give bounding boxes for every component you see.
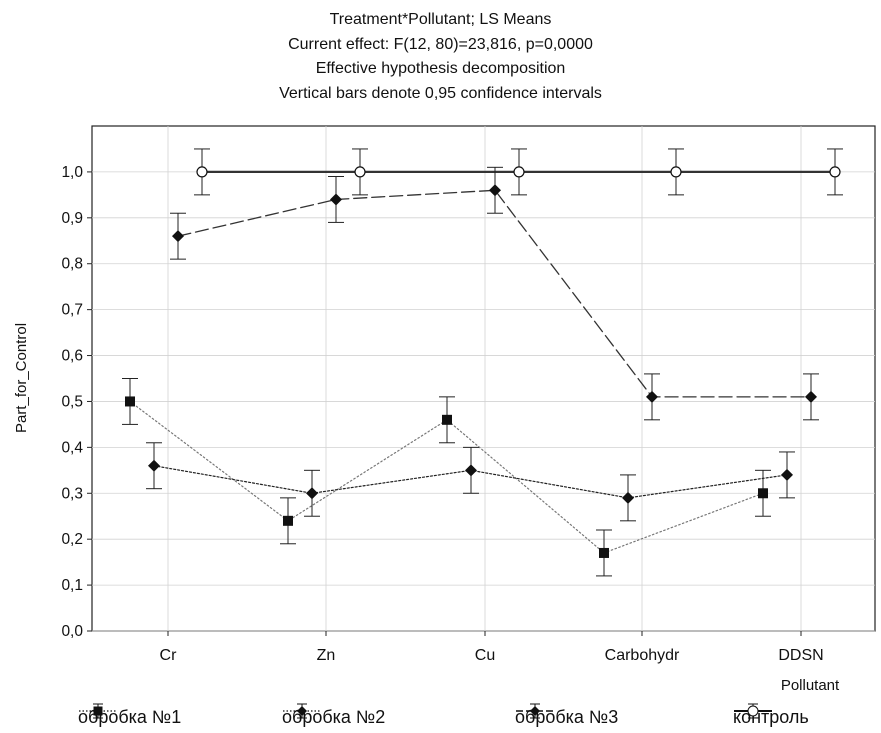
legend-symbol-square <box>79 703 117 719</box>
series-line <box>129 400 764 554</box>
data-point-open-circle <box>354 166 366 178</box>
y-tick-label: 0,5 <box>61 393 83 410</box>
y-tick-label: 0,7 <box>61 302 83 319</box>
data-point-square <box>442 414 452 425</box>
data-point-diamond <box>646 390 658 403</box>
data-point-open-circle <box>196 166 208 178</box>
data-point-square <box>758 488 768 499</box>
y-tick-label: 0,6 <box>61 348 83 365</box>
x-tick-label: Zn <box>317 647 336 664</box>
legend-item-obrobka-1: обробка №1 <box>78 701 181 733</box>
x-axis-label: Pollutant <box>781 677 840 694</box>
chart-subtitle-decomposition: Effective hypothesis decomposition <box>315 60 566 77</box>
chart-subtitle-effect: Current effect: F(12, 80)=23,816, p=0,00… <box>288 35 593 53</box>
series-line <box>177 189 812 398</box>
y-tick-label: 0,8 <box>61 256 83 273</box>
data-point-diamond <box>622 491 634 504</box>
data-point-diamond <box>805 390 817 403</box>
legend-symbol-open-circle <box>734 703 772 719</box>
data-point-diamond <box>781 468 793 481</box>
x-tick-label: DDSN <box>778 647 823 664</box>
legend-symbol-diamond <box>283 703 321 719</box>
data-point-square <box>283 515 293 526</box>
data-point-open-circle <box>513 166 525 178</box>
data-point-open-circle <box>829 166 841 178</box>
legend-symbol-diamond-dashed <box>516 703 554 719</box>
data-point-open-circle <box>670 166 682 178</box>
legend: обробка №1 обробка №2 обробка №3 <box>78 701 878 733</box>
data-point-diamond <box>172 230 184 243</box>
data-point-diamond <box>489 184 501 197</box>
y-tick-label: 0,3 <box>61 485 83 502</box>
y-tick-label: 0,1 <box>61 577 83 594</box>
x-tick-label: Carbohydr <box>605 647 680 664</box>
data-point-diamond <box>465 464 477 477</box>
chart-title-line: Treatment*Pollutant; LS Means <box>329 11 552 28</box>
legend-item-kontrol: контроль <box>733 701 809 733</box>
y-tick-label: 0,4 <box>61 439 83 456</box>
x-tick-label: Cr <box>160 647 178 664</box>
data-point-square <box>599 547 609 558</box>
y-tick-label: 0,0 <box>61 623 83 640</box>
data-point-square <box>125 396 135 407</box>
data-point-diamond <box>330 193 342 206</box>
legend-item-obrobka-2: обробка №2 <box>282 701 385 733</box>
legend-item-obrobka-3: обробка №3 <box>515 701 618 733</box>
y-axis-label: Part_for_Control <box>13 323 30 433</box>
chart-title-block: Treatment*Pollutant; LS Means Current ef… <box>0 8 881 106</box>
y-tick-label: 0,2 <box>61 531 83 548</box>
plot-frame <box>91 125 876 632</box>
y-tick-label: 0,9 <box>61 210 83 227</box>
x-tick-label: Cu <box>475 647 495 664</box>
y-tick-label: 1,0 <box>61 164 83 181</box>
chart-subtitle-confidence: Vertical bars denote 0,95 confidence int… <box>279 84 602 102</box>
data-point-diamond <box>306 487 318 500</box>
data-point-diamond <box>148 459 160 472</box>
